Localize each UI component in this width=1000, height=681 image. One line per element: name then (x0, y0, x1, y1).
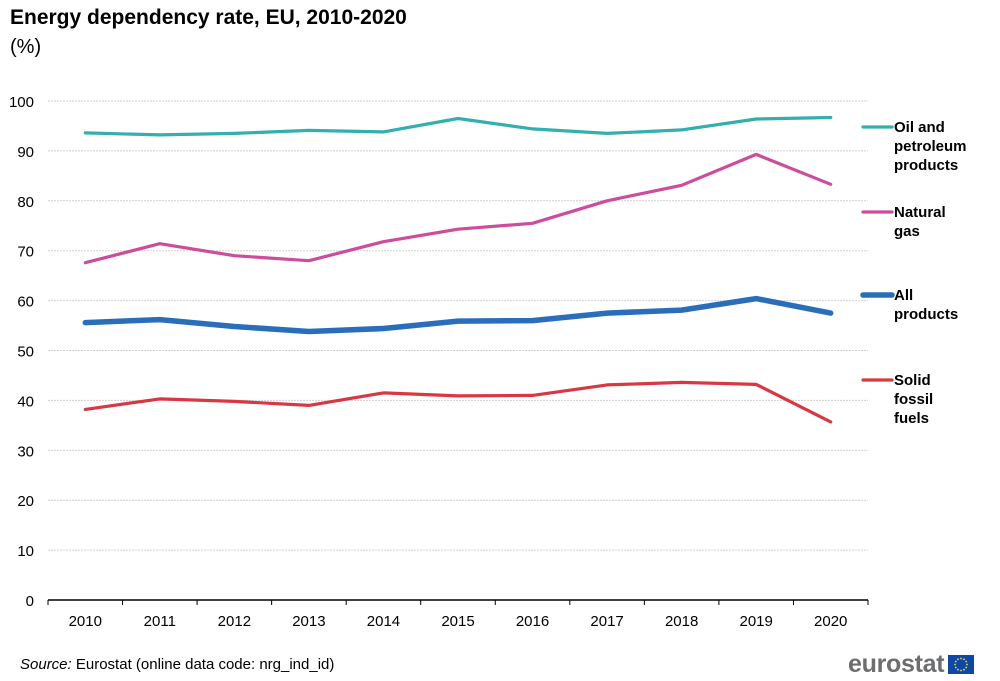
legend-label: Solid (894, 372, 931, 389)
series-line-solid-fossil-fuels (83, 380, 833, 424)
flag-star (965, 666, 968, 669)
source-text: Eurostat (online data code: nrg_ind_id) (71, 656, 335, 673)
x-tick-label: 2018 (665, 613, 698, 630)
flag-star (960, 657, 963, 660)
y-tick-label: 60 (17, 294, 34, 311)
flag-star (957, 668, 960, 671)
series-lines (82, 115, 834, 424)
y-tick-label: 70 (17, 244, 34, 261)
x-tick-label: 2019 (739, 613, 772, 630)
legend-label: All (894, 287, 913, 304)
y-tick-label: 90 (17, 144, 34, 161)
series-line-natural-gas (83, 152, 833, 265)
x-tick-label: 2020 (814, 613, 847, 630)
gridlines (48, 100, 868, 551)
y-tick-label: 40 (17, 393, 34, 410)
logo-text: eurostat (848, 650, 945, 678)
series-line-oil-and-petroleum-products (83, 115, 833, 137)
legend-label: Oil and (894, 119, 945, 136)
x-tick-label: 2014 (367, 613, 400, 630)
legend-label: petroleum (894, 138, 967, 155)
y-tick-label: 100 (9, 94, 34, 111)
flag-star (955, 660, 957, 663)
y-tick-label: 50 (17, 344, 34, 361)
source-note: Source: Eurostat (online data code: nrg_… (20, 656, 334, 673)
x-tick-label: 2010 (69, 613, 102, 630)
x-tick-label: 2011 (144, 613, 176, 630)
y-axis-tick-labels: 0 10 20 30 40 50 60 70 80 90 100 (9, 94, 34, 610)
y-tick-label: 80 (17, 194, 34, 211)
y-tick-label: 10 (17, 543, 34, 560)
legend-label: fossil (894, 391, 933, 408)
flag-star (966, 663, 969, 666)
source-label: Source: (20, 656, 72, 673)
series-line-all-products (82, 295, 834, 335)
flag-star (957, 658, 960, 661)
legend: Oil and petroleum products Natural gas All pro… (860, 119, 967, 427)
flag-star (965, 660, 968, 663)
x-axis: 2010 2011 2012 2013 2014 2015 2016 2017 2018 2019… (47, 599, 869, 630)
flag-star (954, 663, 957, 666)
flag-star (960, 669, 963, 672)
legend-label: fuels (894, 410, 929, 427)
flag-star (963, 658, 966, 661)
flag-star (963, 668, 966, 671)
y-tick-label: 30 (17, 443, 34, 460)
x-tick-label: 2015 (441, 613, 474, 630)
chart-title: Energy dependency rate, EU, 2010-2020 (10, 6, 407, 29)
x-tick-label: 2012 (218, 613, 251, 630)
eu-flag-icon (948, 655, 975, 674)
x-tick-label: 2017 (590, 613, 623, 630)
legend-label: products (894, 306, 958, 323)
y-tick-label: 0 (26, 593, 34, 610)
legend-label: Natural (894, 204, 946, 221)
eurostat-logo: eurostat (848, 650, 975, 679)
flag-star (955, 666, 957, 669)
chart-subtitle: (%) (10, 36, 42, 58)
x-tick-label: 2013 (292, 613, 325, 630)
y-tick-label: 20 (17, 493, 34, 510)
legend-label: gas (894, 223, 920, 240)
legend-label: products (894, 157, 958, 174)
x-tick-label: 2016 (516, 613, 549, 630)
